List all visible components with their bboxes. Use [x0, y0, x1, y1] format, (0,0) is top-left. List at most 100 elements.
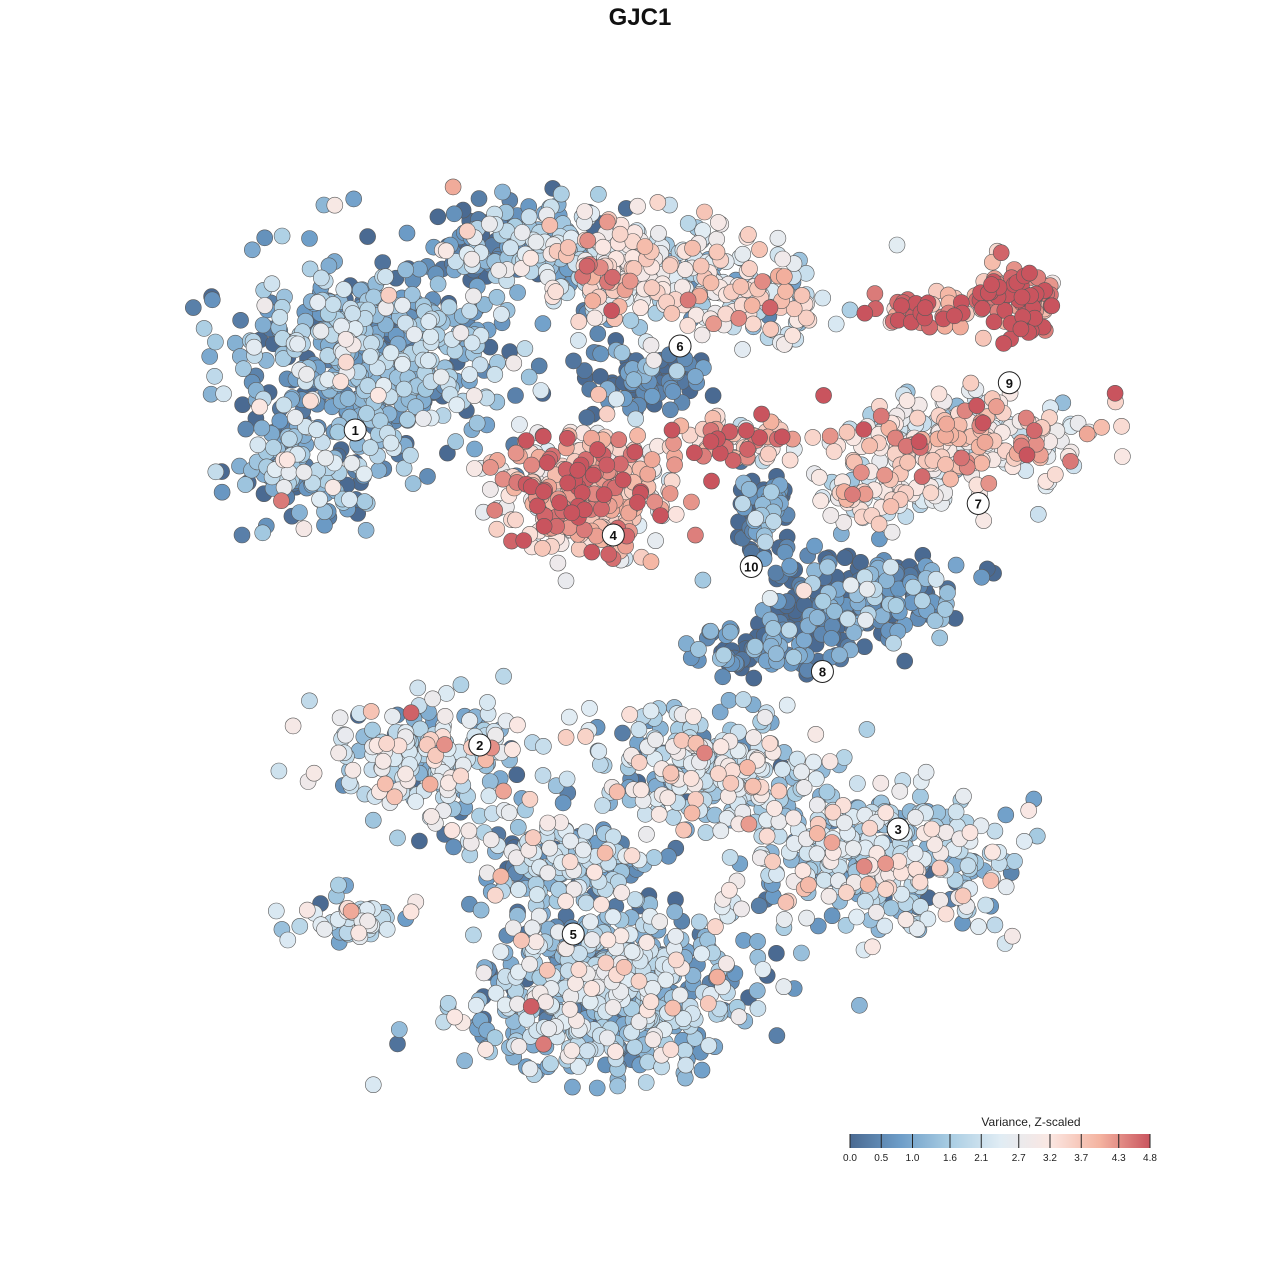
- data-point: [814, 289, 832, 307]
- data-point: [590, 386, 607, 403]
- data-point: [302, 392, 319, 410]
- data-point: [482, 459, 499, 476]
- data-point: [583, 543, 601, 561]
- data-point: [744, 777, 762, 795]
- data-point: [856, 304, 874, 322]
- data-point: [800, 876, 817, 894]
- data-point: [720, 691, 738, 709]
- data-point: [974, 329, 992, 347]
- data-point: [507, 511, 524, 529]
- data-point: [576, 362, 593, 379]
- data-point: [758, 827, 776, 845]
- data-point: [461, 712, 478, 729]
- data-point: [632, 299, 649, 317]
- data-point: [577, 894, 595, 912]
- data-point: [690, 640, 707, 658]
- data-point: [937, 456, 954, 473]
- data-point: [734, 245, 752, 263]
- data-point: [888, 236, 906, 254]
- data-point: [767, 564, 785, 582]
- colorbar-tick-label: 0.0: [843, 1153, 857, 1164]
- data-point: [983, 276, 1000, 293]
- data-point: [592, 345, 610, 363]
- data-point: [308, 421, 325, 439]
- data-point: [195, 320, 213, 337]
- data-point: [671, 986, 689, 1004]
- data-point: [778, 696, 796, 714]
- data-point: [638, 825, 655, 843]
- data-point: [467, 996, 485, 1014]
- data-point: [298, 365, 316, 383]
- data-point: [540, 1020, 558, 1037]
- data-point: [734, 691, 752, 708]
- data-point: [339, 390, 357, 407]
- data-point: [732, 278, 750, 295]
- data-point: [524, 829, 542, 847]
- data-point: [842, 576, 860, 594]
- data-point: [705, 315, 722, 333]
- data-point: [465, 287, 482, 305]
- data-point: [509, 716, 526, 734]
- data-point: [427, 747, 445, 764]
- data-point: [762, 483, 780, 501]
- data-point: [997, 878, 1015, 896]
- data-point: [984, 843, 1001, 861]
- data-point: [1062, 452, 1079, 470]
- data-point: [822, 507, 840, 524]
- data-point: [295, 520, 313, 538]
- data-point: [570, 332, 587, 349]
- data-point: [642, 336, 660, 354]
- data-point: [835, 749, 853, 766]
- data-point: [557, 892, 575, 910]
- data-point: [589, 325, 607, 343]
- data-point: [823, 834, 841, 851]
- data-point: [753, 405, 770, 423]
- data-point: [877, 855, 895, 872]
- data-point: [563, 1042, 581, 1059]
- data-point: [273, 227, 291, 245]
- data-point: [535, 517, 553, 535]
- data-point: [712, 738, 730, 756]
- data-point: [649, 194, 667, 211]
- data-point: [627, 410, 645, 428]
- data-point: [411, 832, 428, 850]
- data-point: [930, 385, 948, 403]
- data-point: [341, 491, 358, 508]
- data-point: [558, 429, 576, 447]
- data-point: [492, 867, 510, 885]
- data-point: [642, 993, 660, 1011]
- data-point: [926, 612, 944, 630]
- data-point: [973, 568, 990, 586]
- data-point: [643, 451, 661, 468]
- data-point: [505, 354, 523, 372]
- data-point: [509, 284, 526, 301]
- data-point: [337, 330, 355, 348]
- data-point: [213, 483, 231, 501]
- data-point: [563, 504, 581, 522]
- data-point: [650, 225, 667, 242]
- data-point: [936, 600, 954, 618]
- data-point: [342, 902, 360, 920]
- data-point: [724, 452, 742, 469]
- data-point: [364, 721, 381, 739]
- data-point: [947, 803, 965, 821]
- data-point: [440, 298, 458, 316]
- data-point: [690, 913, 708, 931]
- cluster-label-text: 2: [476, 738, 483, 753]
- data-point: [751, 241, 768, 258]
- data-point: [578, 409, 596, 426]
- data-point: [362, 703, 380, 720]
- cluster-label-text: 4: [610, 528, 618, 543]
- data-point: [781, 557, 799, 575]
- data-point: [735, 932, 752, 949]
- data-point: [463, 250, 481, 268]
- cluster-label-7: 7: [966, 492, 990, 515]
- data-point: [461, 302, 479, 320]
- data-point: [636, 238, 654, 255]
- data-point: [823, 630, 840, 647]
- data-point: [947, 556, 965, 574]
- data-point: [693, 945, 710, 963]
- data-point: [767, 645, 785, 663]
- data-point: [630, 1013, 648, 1031]
